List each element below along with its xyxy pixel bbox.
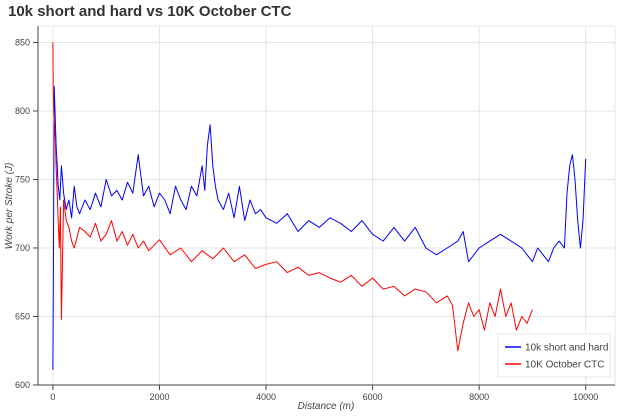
y-tick-label: 650	[15, 311, 30, 321]
x-tick-label: 8000	[469, 392, 489, 402]
chart-title: 10k short and hard vs 10K October CTC	[8, 3, 292, 20]
y-tick-label: 600	[15, 380, 30, 390]
series-line-1	[52, 85, 587, 370]
x-tick-label: 4000	[256, 392, 276, 402]
legend-label-series-2: 10K October CTC	[525, 360, 604, 371]
x-tick-layer: 0 2000 4000 6000 8000 10000	[50, 385, 598, 402]
plot-frame	[37, 25, 616, 386]
legend-box	[497, 333, 611, 378]
legend: 10k short and hard 10K October CTC	[497, 333, 611, 378]
y-tick-label: 750	[15, 174, 30, 184]
grid-layer	[38, 26, 615, 386]
y-axis-label: Work per Stroke (J)	[4, 163, 15, 250]
x-axis-label: Distance (m)	[298, 401, 355, 412]
legend-label-series-1: 10k short and hard	[525, 343, 608, 354]
y-tick-label: 700	[15, 243, 30, 253]
x-tick-label: 10000	[573, 392, 598, 402]
series-layer	[52, 42, 587, 370]
y-tick-layer: 600 650 700 750 800 850	[15, 37, 38, 390]
y-tick-label: 800	[15, 106, 30, 116]
x-tick-label: 6000	[363, 392, 383, 402]
y-tick-label: 850	[15, 37, 30, 47]
x-tick-label: 2000	[149, 392, 169, 402]
x-tick-label: 0	[50, 392, 55, 402]
series-line-2	[52, 42, 533, 352]
